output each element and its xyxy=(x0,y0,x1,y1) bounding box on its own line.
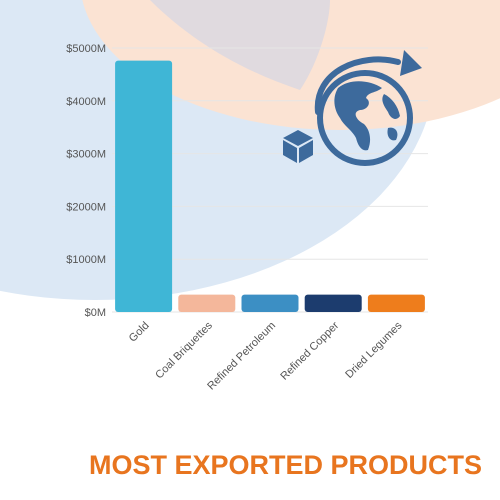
globe-outline xyxy=(317,70,413,166)
island-shape xyxy=(387,127,398,141)
y-tick-label: $0M xyxy=(85,307,106,319)
box-icon xyxy=(283,130,313,163)
landmass-shape xyxy=(382,94,400,119)
y-axis-ticks: $0M $1000M $2000M $3000M $4000M $5000M xyxy=(66,43,106,319)
x-tick-label: Gold xyxy=(127,320,152,345)
bar-dried-legumes xyxy=(367,294,425,312)
bar-gold xyxy=(115,60,173,313)
bar-refined-copper xyxy=(304,294,362,312)
bar-refined-petroleum xyxy=(241,294,299,312)
y-tick-label: $1000M xyxy=(66,254,106,266)
y-tick-label: $5000M xyxy=(66,43,106,55)
arrow-head xyxy=(400,50,422,76)
overlap-shape xyxy=(150,0,330,90)
americas-shape xyxy=(334,81,382,151)
bar-coal-briquettes xyxy=(178,294,236,312)
chart-bars xyxy=(115,60,425,313)
x-tick-label: Refined Petroleum xyxy=(205,320,278,393)
x-tick-label: Refined Copper xyxy=(278,319,341,382)
y-tick-label: $4000M xyxy=(66,96,106,108)
page-title: MOST EXPORTED PRODUCTS xyxy=(88,450,482,480)
x-tick-label: Dried Legumes xyxy=(343,319,405,381)
y-tick-label: $3000M xyxy=(66,149,106,161)
globe-with-box-arrow-icon xyxy=(283,50,422,166)
y-tick-label: $2000M xyxy=(66,201,106,213)
x-tick-label: Coal Briquettes xyxy=(153,319,215,381)
orbit-arrow xyxy=(314,56,401,115)
